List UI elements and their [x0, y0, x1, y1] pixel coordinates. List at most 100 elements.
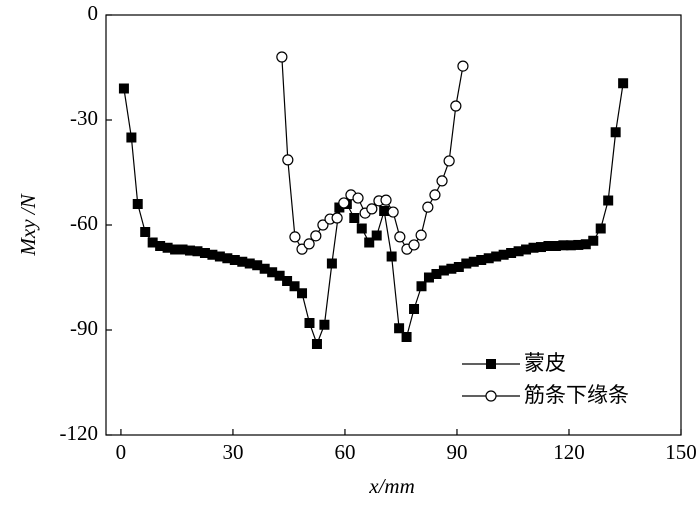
x-tick-label: 30	[222, 440, 243, 464]
data-point	[334, 202, 345, 213]
data-point	[528, 242, 539, 253]
data-point	[371, 230, 382, 241]
data-point	[483, 253, 494, 264]
series-line	[281, 56, 464, 251]
data-point	[297, 288, 308, 299]
data-point	[453, 262, 464, 272]
data-point	[352, 192, 364, 204]
data-point	[289, 281, 300, 292]
data-point	[170, 244, 181, 255]
data-point	[436, 175, 448, 187]
data-point	[229, 255, 240, 265]
data-point	[252, 260, 263, 271]
data-point	[409, 304, 420, 314]
data-point	[222, 253, 233, 264]
data-point	[603, 195, 614, 206]
x-tick-label: 90	[446, 440, 467, 464]
data-point	[580, 239, 591, 250]
data-point	[461, 258, 472, 269]
data-point	[618, 78, 629, 89]
data-point	[386, 251, 397, 262]
data-point	[282, 154, 294, 166]
data-point	[289, 231, 301, 243]
data-point	[199, 248, 210, 258]
data-point	[317, 219, 329, 231]
data-point	[319, 319, 330, 330]
data-point	[387, 206, 399, 218]
data-point	[431, 269, 442, 279]
data-point	[244, 258, 255, 269]
data-point	[394, 231, 406, 243]
data-point	[276, 51, 288, 63]
data-point	[356, 223, 367, 234]
y-tick-label: -30	[70, 106, 98, 130]
data-point	[558, 240, 569, 251]
data-point	[468, 256, 479, 267]
legend-marker	[486, 359, 496, 369]
data-point	[366, 203, 378, 215]
data-point	[450, 100, 462, 112]
data-point	[237, 256, 248, 267]
data-point	[207, 249, 218, 260]
x-axis-label: x/mm	[368, 474, 415, 498]
data-point	[443, 155, 455, 167]
data-point	[259, 263, 270, 274]
data-point	[401, 332, 412, 342]
x-tick-label: 60	[334, 440, 355, 464]
data-point	[380, 194, 392, 206]
data-point	[394, 323, 405, 334]
data-point	[550, 241, 561, 251]
data-point	[282, 276, 293, 286]
data-point	[214, 251, 225, 262]
data-point	[408, 239, 420, 251]
data-point	[126, 132, 137, 143]
data-point	[423, 272, 434, 283]
data-point	[192, 246, 203, 257]
x-tick-label: 0	[116, 440, 127, 464]
data-point	[422, 201, 434, 213]
data-point	[521, 244, 532, 255]
data-point	[118, 83, 129, 94]
data-point	[132, 199, 143, 209]
data-point	[513, 246, 524, 257]
data-point	[446, 263, 457, 274]
data-point	[506, 248, 517, 258]
y-tick-label: 0	[88, 1, 99, 25]
data-point	[491, 251, 502, 262]
data-point	[535, 242, 546, 253]
data-point	[595, 223, 606, 234]
data-point	[565, 240, 576, 251]
data-point	[498, 249, 509, 260]
data-point	[379, 206, 390, 216]
data-point	[331, 212, 343, 224]
data-point	[349, 213, 360, 223]
data-point	[416, 281, 427, 292]
x-tick-label: 150	[665, 440, 697, 464]
data-point	[304, 318, 315, 328]
data-point	[457, 60, 469, 72]
data-point	[311, 339, 322, 349]
data-point	[303, 238, 315, 250]
y-tick-label: -60	[70, 211, 98, 235]
y-tick-label: -90	[70, 316, 98, 340]
data-point	[177, 244, 188, 255]
data-point	[155, 241, 166, 251]
data-point	[429, 189, 441, 201]
data-point	[476, 255, 487, 265]
data-point	[573, 239, 584, 250]
data-point	[140, 227, 151, 237]
data-point	[185, 245, 196, 256]
x-tick-label: 120	[553, 440, 585, 464]
data-point	[543, 241, 554, 251]
data-point	[162, 242, 173, 253]
plot-frame	[105, 14, 682, 436]
data-point	[610, 127, 621, 138]
legend-label: 蒙皮	[524, 351, 566, 375]
y-axis-label: Mxy /N	[16, 193, 40, 256]
data-point	[438, 265, 449, 276]
data-point	[588, 235, 599, 246]
legend-marker	[485, 390, 497, 402]
y-tick-label: -120	[60, 421, 99, 445]
data-point	[267, 267, 278, 278]
data-point	[274, 270, 285, 281]
